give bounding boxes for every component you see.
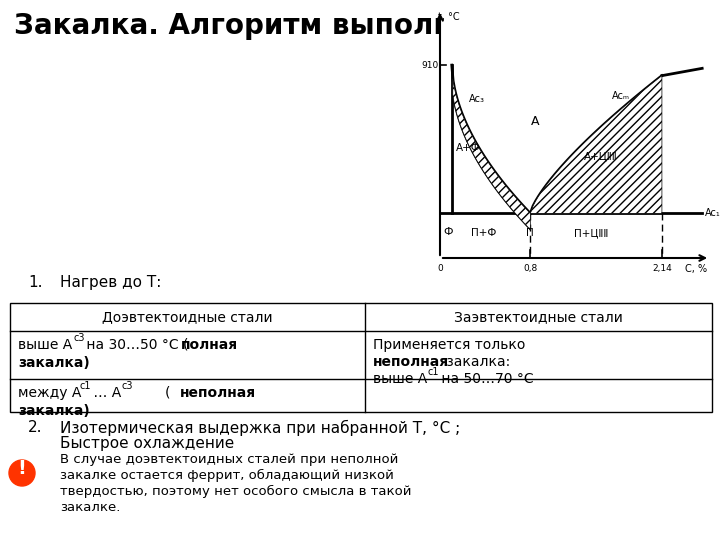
Text: на 50…70 °С: на 50…70 °С (437, 372, 534, 386)
Text: закалке остается феррит, обладающий низкой: закалке остается феррит, обладающий низк… (60, 469, 394, 482)
Text: выше А: выше А (18, 338, 72, 352)
Text: неполная: неполная (180, 386, 256, 400)
Text: Заэвтектоидные стали: Заэвтектоидные стали (454, 310, 623, 324)
Text: !: ! (17, 458, 27, 477)
Text: закалка): закалка) (18, 356, 90, 370)
Text: Нагрев до Т:: Нагрев до Т: (60, 275, 161, 290)
Text: с1: с1 (428, 367, 439, 377)
Text: В случае доэвтектоидных сталей при неполной: В случае доэвтектоидных сталей при непол… (60, 453, 398, 466)
Text: на 30…50 °С (: на 30…50 °С ( (82, 338, 189, 352)
Text: П+ЦⅡⅡ: П+ЦⅡⅡ (574, 228, 608, 238)
Text: A+Ф: A+Ф (456, 143, 481, 153)
Text: 910: 910 (422, 60, 439, 70)
Text: закалке.: закалке. (60, 501, 120, 514)
Text: Доэвтектоидные стали: Доэвтектоидные стали (102, 310, 273, 324)
Text: A+ЦⅡⅡ: A+ЦⅡⅡ (584, 151, 618, 161)
Text: твердостью, поэтому нет особого смысла в такой: твердостью, поэтому нет особого смысла в… (60, 485, 412, 498)
Text: C, %: C, % (685, 265, 707, 274)
Circle shape (9, 460, 35, 486)
Text: закалка): закалка) (18, 404, 90, 418)
Text: закалка:: закалка: (442, 355, 510, 369)
Text: 0: 0 (437, 265, 443, 273)
Polygon shape (453, 78, 531, 230)
Text: выше А: выше А (373, 372, 427, 386)
Text: полная: полная (181, 338, 238, 352)
Text: Изотермическая выдержка при набранной Т, °С ;: Изотермическая выдержка при набранной Т,… (60, 420, 460, 436)
Text: Закалка. Алгоритм выполнени: Закалка. Алгоритм выполнени (14, 12, 510, 40)
Text: Ас₃: Ас₃ (469, 94, 485, 104)
Text: с3: с3 (121, 381, 132, 391)
Text: … А: … А (89, 386, 121, 400)
Polygon shape (531, 76, 662, 213)
Text: Применяется только: Применяется только (373, 338, 526, 352)
Text: 0,8: 0,8 (523, 265, 537, 273)
Text: Асₘ: Асₘ (612, 91, 630, 101)
Bar (10, 303, 712, 412)
Text: неполная: неполная (373, 355, 449, 369)
Text: 2.: 2. (28, 420, 42, 435)
Text: 2,14: 2,14 (652, 265, 672, 273)
Text: Быстрое охлаждение: Быстрое охлаждение (60, 436, 234, 451)
Text: 1.: 1. (28, 275, 42, 290)
Text: t, °C: t, °C (438, 12, 459, 23)
Text: с1: с1 (80, 381, 91, 391)
Text: Ac₁: Ac₁ (705, 208, 720, 218)
Text: П: П (526, 228, 534, 238)
Text: П+Ф: П+Ф (470, 228, 496, 238)
Text: (: ( (130, 386, 171, 400)
Text: A: A (531, 116, 539, 129)
Text: с3: с3 (73, 333, 84, 343)
Text: Ф: Ф (443, 227, 453, 237)
Text: между А: между А (18, 386, 81, 400)
